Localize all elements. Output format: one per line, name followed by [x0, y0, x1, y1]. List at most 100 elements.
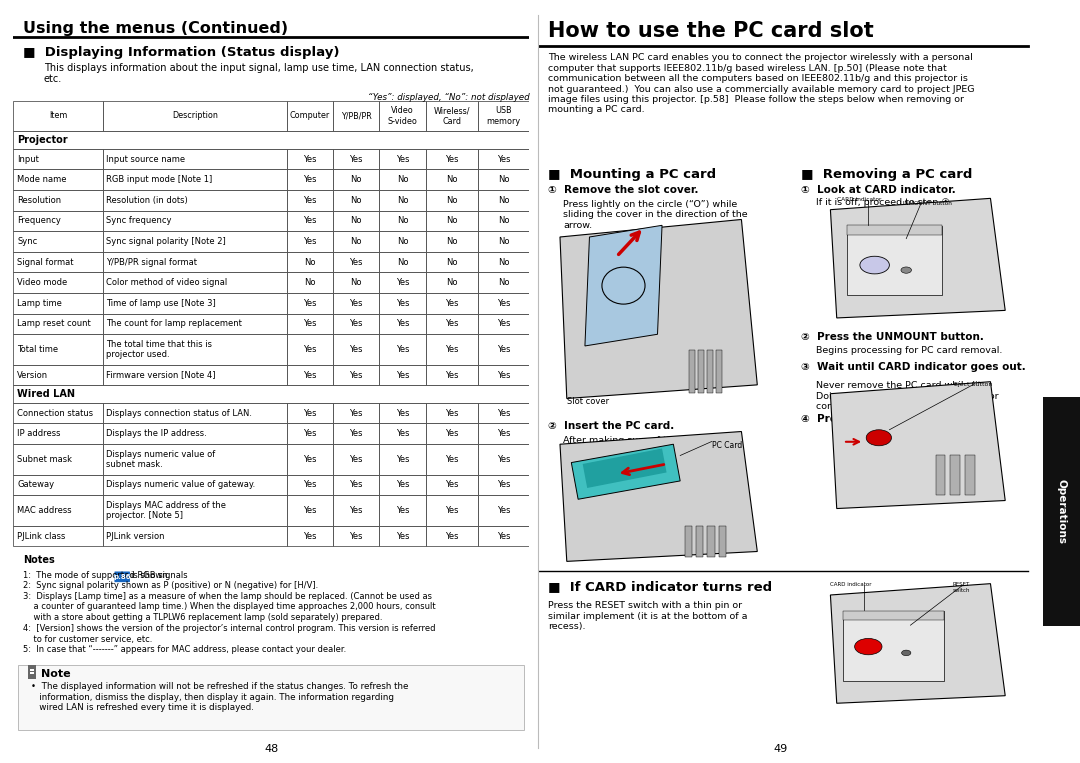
Text: p.86: p.86 [113, 574, 131, 580]
Bar [13, 334, 104, 365]
Bar [104, 403, 286, 423]
Text: Notes: Notes [24, 555, 55, 565]
Text: No: No [397, 258, 408, 266]
Text: No: No [305, 278, 315, 287]
Bar [847, 225, 942, 235]
Text: Displays numeric value of
subnet mask.: Displays numeric value of subnet mask. [106, 449, 215, 469]
Text: ■  Removing a PC card: ■ Removing a PC card [800, 168, 972, 181]
Text: Yes: Yes [497, 430, 510, 438]
Bar [477, 495, 529, 526]
Polygon shape [831, 198, 1005, 318]
Polygon shape [831, 584, 1005, 703]
Bar [696, 526, 703, 557]
Bar [426, 334, 477, 365]
Text: No: No [351, 175, 362, 184]
Bar [426, 169, 477, 190]
Bar [426, 101, 477, 131]
Text: Yes: Yes [497, 481, 510, 489]
Text: The count for lamp replacement: The count for lamp replacement [106, 320, 242, 328]
Text: UNMOUNT button: UNMOUNT button [900, 201, 951, 206]
Bar [379, 231, 426, 252]
Bar [286, 169, 333, 190]
Text: Yes: Yes [350, 430, 363, 438]
Bar [286, 314, 333, 334]
Text: No: No [446, 278, 458, 287]
Text: Yes: Yes [445, 345, 459, 354]
Bar [719, 526, 726, 557]
Polygon shape [585, 225, 662, 346]
Bar [333, 444, 379, 475]
Text: No: No [446, 258, 458, 266]
Bar [30, 672, 33, 674]
Text: Using the menus (Continued): Using the menus (Continued) [24, 21, 288, 37]
Text: Yes: Yes [497, 320, 510, 328]
Bar [13, 423, 104, 444]
Text: Yes: Yes [396, 506, 409, 515]
Bar [333, 293, 379, 314]
Text: is shown.: is shown. [132, 571, 171, 580]
Bar [104, 314, 286, 334]
Text: CARD indicator: CARD indicator [831, 582, 872, 588]
Text: ②  Insert the PC card.: ② Insert the PC card. [548, 421, 674, 431]
Text: Displays connection status of LAN.: Displays connection status of LAN. [106, 409, 252, 417]
Bar [477, 252, 529, 272]
Bar [333, 101, 379, 131]
Text: Yes: Yes [445, 481, 459, 489]
Bar [699, 349, 704, 393]
Text: No: No [446, 237, 458, 246]
Bar [286, 211, 333, 231]
Text: Yes: Yes [396, 320, 409, 328]
Bar [286, 272, 333, 293]
Bar [104, 149, 286, 169]
Text: Wired LAN: Wired LAN [17, 389, 76, 399]
Bar [477, 526, 529, 546]
Bar [426, 149, 477, 169]
Bar [13, 444, 104, 475]
Bar [843, 611, 944, 681]
Bar [426, 211, 477, 231]
Bar [379, 149, 426, 169]
Bar [333, 403, 379, 423]
Text: Yes: Yes [303, 320, 316, 328]
Text: 48: 48 [264, 744, 279, 755]
Text: The wireless LAN PC card enables you to connect the projector wirelessly with a : The wireless LAN PC card enables you to … [548, 53, 974, 114]
Bar [477, 403, 529, 423]
Bar [935, 455, 945, 495]
Text: 2:  Sync signal polarity shown as P (positive) or N (negative) for [H/V].: 2: Sync signal polarity shown as P (posi… [24, 581, 319, 591]
Text: Yes: Yes [303, 455, 316, 464]
Text: PJLink class: PJLink class [17, 532, 66, 540]
Text: Lamp time: Lamp time [17, 299, 62, 307]
Text: Displays the IP address.: Displays the IP address. [106, 430, 206, 438]
Bar [477, 334, 529, 365]
Text: Yes: Yes [396, 345, 409, 354]
Text: Yes: Yes [350, 320, 363, 328]
Bar [286, 475, 333, 495]
Text: Yes: Yes [350, 155, 363, 163]
Bar [477, 272, 529, 293]
Bar [333, 365, 379, 385]
Bar [104, 252, 286, 272]
Text: Press lightly on the circle (“O”) while
sliding the cover in the direction of th: Press lightly on the circle (“O”) while … [563, 200, 747, 230]
Text: Projector: Projector [17, 135, 68, 145]
Text: Yes: Yes [445, 371, 459, 379]
Text: Yes: Yes [303, 532, 316, 540]
Bar [333, 526, 379, 546]
Bar [426, 444, 477, 475]
Text: Yes: Yes [497, 455, 510, 464]
Text: Yes: Yes [303, 175, 316, 184]
Text: No: No [397, 196, 408, 204]
Text: 5:  In case that “-------” appears for MAC address, please contact your dealer.: 5: In case that “-------” appears for MA… [24, 645, 347, 655]
Bar [426, 314, 477, 334]
Bar [286, 231, 333, 252]
Text: 3:  Displays [Lamp time] as a measure of when the lamp should be replaced. (Cann: 3: Displays [Lamp time] as a measure of … [24, 592, 436, 622]
Bar [426, 190, 477, 211]
Text: No: No [498, 217, 509, 225]
Bar [379, 272, 426, 293]
Bar [333, 272, 379, 293]
Bar [13, 211, 104, 231]
Bar [13, 365, 104, 385]
Bar [847, 226, 942, 295]
Bar [286, 293, 333, 314]
Text: IP address: IP address [17, 430, 60, 438]
Bar [689, 349, 694, 393]
